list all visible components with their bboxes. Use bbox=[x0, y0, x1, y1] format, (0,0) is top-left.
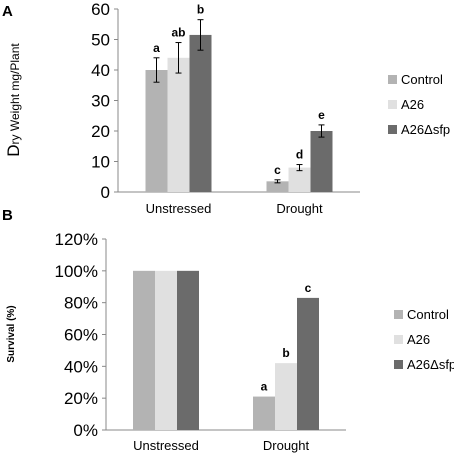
panel-b-bar bbox=[133, 270, 155, 430]
panel-b-category-label: Unstressed bbox=[133, 438, 199, 453]
panel-a-bar bbox=[266, 181, 289, 192]
panel-b-bar bbox=[253, 396, 275, 430]
panel-a-y-axis-label-rest: ry Weight mg/Plant bbox=[8, 43, 22, 145]
panel-b-significance-label: b bbox=[282, 346, 289, 360]
panel-a-bar bbox=[167, 57, 190, 192]
panel-a-significance-label: b bbox=[197, 3, 204, 17]
panel-b-bar bbox=[177, 270, 199, 430]
panel-b-legend-label: A26 bbox=[407, 332, 430, 347]
panel-a-legend-swatch bbox=[388, 75, 397, 84]
panel-b-y-tick-label: 20% bbox=[64, 389, 98, 408]
panel-a-y-tick-label: 60 bbox=[91, 0, 110, 19]
panel-a-y-tick-label: 0 bbox=[101, 183, 110, 202]
panel-b-y-tick-label: 100% bbox=[55, 262, 98, 281]
panel-a-y-tick-label: 50 bbox=[91, 31, 110, 50]
panel-a-bar bbox=[310, 131, 333, 192]
panel-b-label: B bbox=[2, 207, 13, 224]
panel-a-y-tick-label: 40 bbox=[91, 61, 110, 80]
panel-b-legend-label: A26Δsfp bbox=[407, 357, 454, 372]
panel-b-significance-label: c bbox=[305, 281, 312, 295]
panel-b-bar bbox=[297, 297, 319, 430]
panel-b-y-tick-label: 80% bbox=[64, 294, 98, 313]
panel-a-y-axis-label-initial: D bbox=[4, 144, 23, 156]
panel-a-significance-label: a bbox=[153, 41, 160, 55]
panel-a-significance-label: c bbox=[274, 163, 281, 177]
panel-a-category-label: Drought bbox=[276, 201, 323, 216]
panel-b-legend-swatch bbox=[394, 335, 403, 344]
panel-b-legend-label: Control bbox=[407, 307, 449, 322]
panel-b-legend-swatch bbox=[394, 310, 403, 319]
panel-b-bar bbox=[275, 363, 297, 430]
panel-a-legend-label: A26Δsfp bbox=[401, 122, 450, 137]
panel-a-significance-label: d bbox=[296, 148, 303, 162]
panel-a-significance-label: ab bbox=[171, 26, 185, 40]
panel-a-y-tick-label: 30 bbox=[91, 92, 110, 111]
panel-b-significance-label: a bbox=[261, 380, 268, 394]
panel-b-y-tick-label: 40% bbox=[64, 357, 98, 376]
panel-a-bar bbox=[189, 34, 212, 192]
panel-a-legend-swatch bbox=[388, 125, 397, 134]
panel-a-legend-label: Control bbox=[401, 72, 443, 87]
panel-b-y-tick-label: 120% bbox=[55, 230, 98, 249]
panel-a-y-tick-label: 20 bbox=[91, 122, 110, 141]
panel-a-bar bbox=[145, 70, 168, 192]
panel-b-legend-swatch bbox=[394, 360, 403, 369]
panel-a-legend-label: A26 bbox=[401, 97, 424, 112]
panel-b-category-label: Drought bbox=[263, 438, 310, 453]
panel-a-label: A bbox=[2, 3, 13, 20]
panel-b-y-tick-label: 0% bbox=[73, 421, 98, 440]
panel-b-y-tick-label: 60% bbox=[64, 326, 98, 345]
panel-b-y-axis-label: Survival (%) bbox=[6, 305, 17, 362]
panel-a-category-label: Unstressed bbox=[146, 201, 212, 216]
panel-a-legend-swatch bbox=[388, 100, 397, 109]
panel-a-y-tick-label: 10 bbox=[91, 153, 110, 172]
panel-a-bar bbox=[288, 167, 311, 192]
panel-a-significance-label: e bbox=[318, 108, 325, 122]
panel-a-y-axis-label: Dry Weight mg/Plant bbox=[4, 43, 23, 157]
panel-b-bar bbox=[155, 270, 177, 430]
